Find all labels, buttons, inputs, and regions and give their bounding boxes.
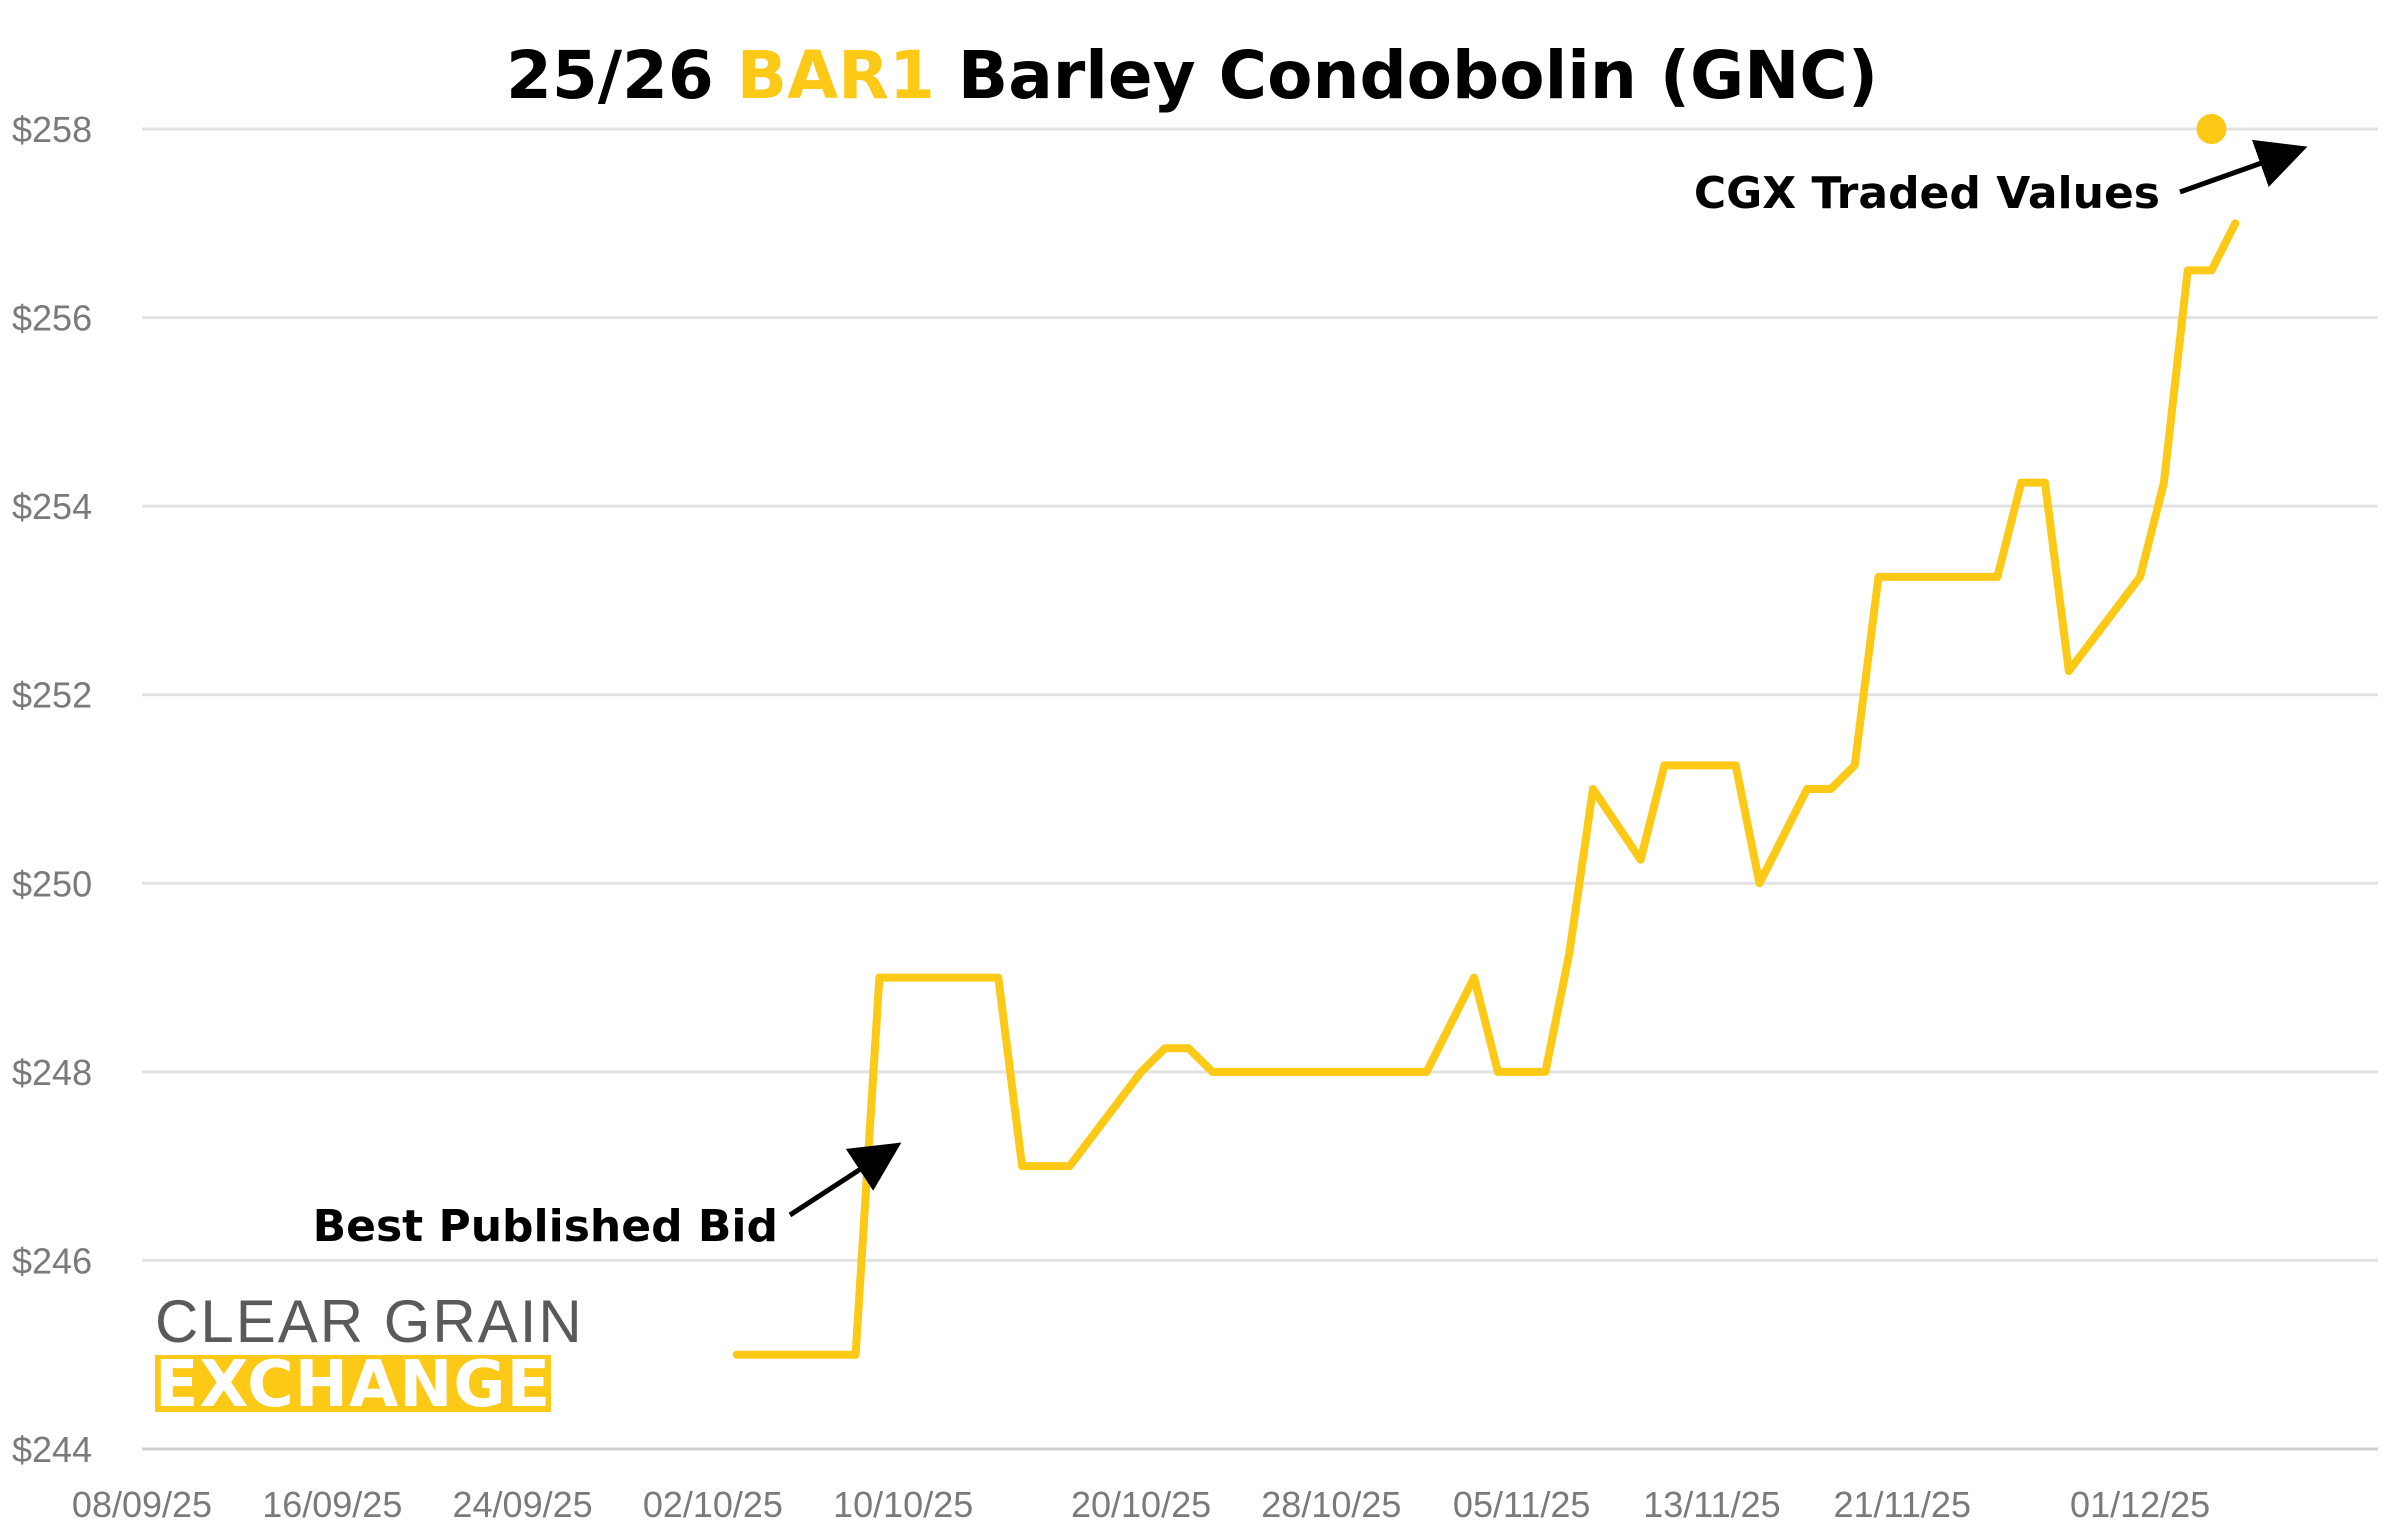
chart-title: 25/26 BAR1 Barley Condobolin (GNC) xyxy=(506,37,1878,114)
cgx-traded-values-label: CGX Traded Values xyxy=(1694,168,2160,219)
y-tick-label: $244 xyxy=(12,1429,92,1470)
y-tick-label: $256 xyxy=(12,298,92,339)
y-tick-label: $254 xyxy=(12,486,92,527)
y-tick-label: $252 xyxy=(12,675,92,716)
y-tick-label: $246 xyxy=(12,1240,92,1281)
logo-line2: EXCHANGE xyxy=(155,1348,551,1422)
cgx-traded-arrow xyxy=(2179,139,2308,195)
y-axis: $244 $246 $248 $250 $252 $254 $256 $258 xyxy=(12,109,92,1470)
x-tick-label: 28/10/25 xyxy=(1261,1484,1401,1525)
title-suffix: Barley Condobolin (GNC) xyxy=(935,37,1878,114)
x-axis: 08/09/25 16/09/25 24/09/25 02/10/25 10/10/25… xyxy=(72,1484,2210,1525)
x-tick-label: 13/11/25 xyxy=(1643,1484,1780,1525)
series-line xyxy=(732,219,2240,1359)
x-tick-label: 20/10/25 xyxy=(1071,1484,1211,1525)
y-tick-label: $248 xyxy=(12,1052,92,1093)
traded-point xyxy=(2196,114,2227,144)
gridlines xyxy=(142,127,2378,1262)
x-tick-label: 01/12/25 xyxy=(2070,1484,2210,1525)
series-group xyxy=(732,219,2240,1359)
x-tick-label: 02/10/25 xyxy=(643,1484,783,1525)
title-prefix: 25/26 xyxy=(506,37,737,114)
x-tick-label: 24/09/25 xyxy=(453,1484,593,1525)
x-tick-label: 10/10/25 xyxy=(833,1484,973,1525)
title-highlight: BAR1 xyxy=(737,37,935,114)
x-tick-label: 08/09/25 xyxy=(72,1484,212,1525)
x-tick-label: 21/11/25 xyxy=(1834,1484,1971,1525)
clear-grain-exchange-logo: CLEAR GRAIN EXCHANGE xyxy=(155,1288,584,1422)
logo-line1: CLEAR GRAIN xyxy=(155,1288,584,1355)
y-tick-label: $258 xyxy=(12,109,92,150)
x-tick-label: 05/11/25 xyxy=(1453,1484,1590,1525)
best-published-bid-arrow xyxy=(788,1142,902,1218)
traded-values xyxy=(2196,114,2227,144)
x-tick-label: 16/09/25 xyxy=(262,1484,402,1525)
logo-band xyxy=(155,1355,551,1412)
y-tick-label: $250 xyxy=(12,863,92,904)
best-published-bid-label: Best Published Bid xyxy=(313,1201,778,1252)
